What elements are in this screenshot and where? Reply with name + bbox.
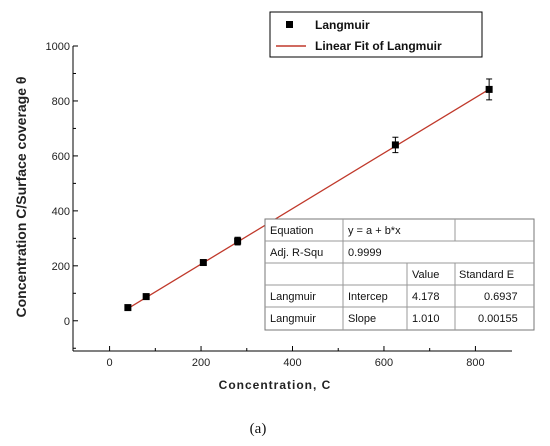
legend-label-langmuir: Langmuir — [315, 18, 370, 32]
y-axis-title: Concentration C/Surface coverage θ — [13, 77, 29, 318]
table-intercept-stderr: 0.6937 — [484, 291, 518, 303]
table-intercept-param: Intercep — [348, 291, 388, 303]
y-tick-label-5: 1000 — [46, 41, 70, 53]
data-point-5 — [485, 85, 493, 93]
data-point-1 — [142, 293, 150, 301]
y-tick-label-2: 400 — [52, 206, 70, 218]
y-tick-label-3: 600 — [52, 151, 70, 163]
data-point-0 — [124, 304, 132, 312]
table-slope-param: Slope — [348, 313, 376, 325]
fit-line-layer — [127, 88, 490, 310]
table-slope-stderr: 0.00155 — [478, 313, 518, 325]
x-tick-label-3: 600 — [375, 357, 393, 369]
table-intercept-row-label: Langmuir — [270, 291, 316, 303]
fit-table: Equation y = a + b*x Adj. R-Squ 0.9999 V… — [264, 218, 535, 331]
data-point-2 — [199, 259, 207, 267]
x-tick-label-1: 200 — [192, 357, 210, 369]
table-equation-value: y = a + b*x — [348, 225, 401, 237]
x-axis-title: Concentration, C — [219, 378, 332, 392]
x-tick-label-0: 0 — [107, 357, 113, 369]
table-slope-value: 1.010 — [412, 313, 440, 325]
fit-table-bg — [264, 218, 535, 331]
y-tick-label-4: 800 — [52, 96, 70, 108]
x-tick-label-2: 400 — [283, 357, 301, 369]
points-layer — [124, 78, 493, 312]
table-slope-row-label: Langmuir — [270, 313, 316, 325]
table-equation-label: Equation — [270, 225, 313, 237]
legend-marker-icon — [286, 21, 293, 28]
table-header-value: Value — [412, 269, 439, 281]
data-point-3 — [234, 237, 242, 245]
figure-caption: (a) — [250, 421, 267, 437]
table-header-stderr: Standard E — [459, 269, 514, 281]
data-point-4 — [391, 141, 399, 149]
y-tick-label-1: 200 — [52, 261, 70, 273]
table-intercept-value: 4.178 — [412, 291, 440, 303]
fit-line — [127, 88, 490, 310]
table-r2-label: Adj. R-Squ — [270, 247, 323, 259]
legend-box — [269, 11, 483, 58]
table-r2-value: 0.9999 — [348, 247, 382, 259]
fit-table-grid — [265, 219, 534, 330]
legend: Langmuir Linear Fit of Langmuir — [269, 11, 483, 58]
ticks: 0 200 400 600 800 0 200 400 600 800 1000 — [46, 41, 485, 369]
y-tick-label-0: 0 — [64, 316, 70, 328]
legend-label-fit: Linear Fit of Langmuir — [315, 39, 442, 53]
x-tick-label-4: 800 — [466, 357, 484, 369]
